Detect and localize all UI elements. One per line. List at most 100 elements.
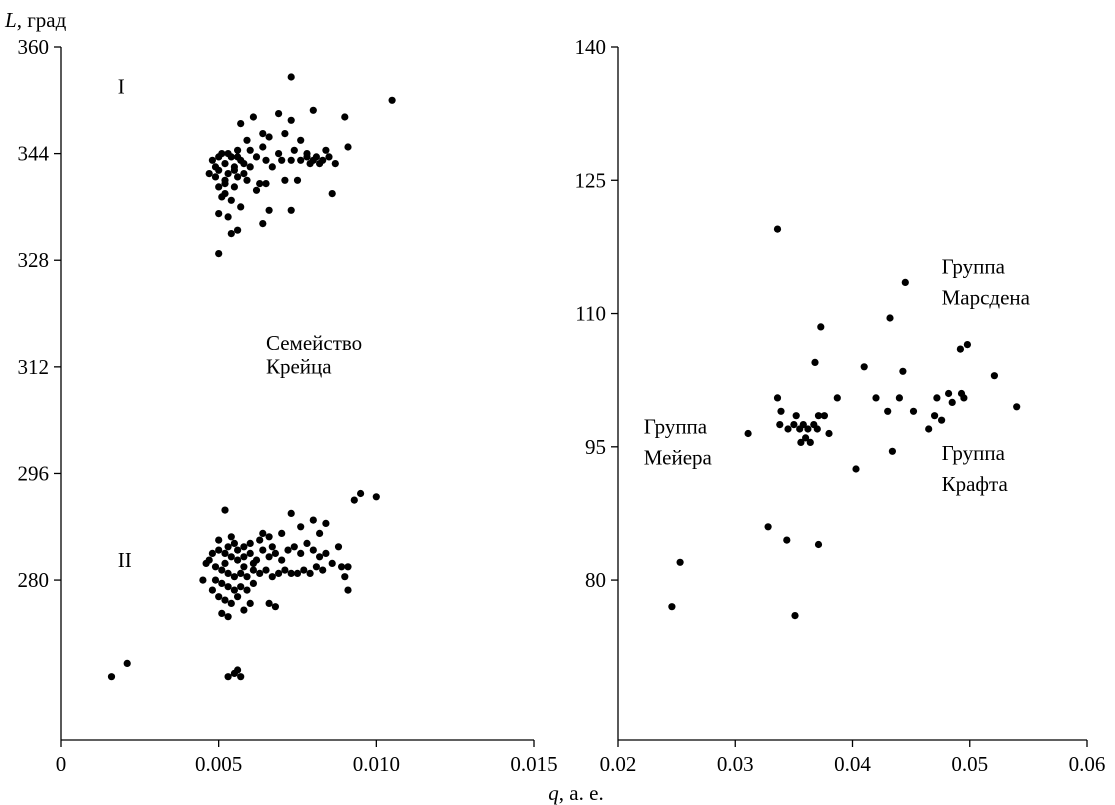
data-point [357,489,365,498]
data-point [813,425,821,433]
data-point [328,190,336,198]
data-point [990,372,999,380]
data-point [275,150,283,158]
annotation-label: Мейера [644,446,713,470]
data-point [234,173,242,181]
data-point [901,278,909,286]
data-point [262,156,270,164]
data-point [287,116,295,124]
data-point [240,170,248,178]
data-point [817,323,825,331]
data-point [237,203,245,211]
annotation-label: Группа [644,414,708,438]
right-y-tick-label: 80 [585,568,606,592]
data-point [297,549,305,558]
left-y-tick-label: 296 [18,461,50,485]
data-point [888,447,897,455]
data-point [234,226,242,234]
annotation-label: Крафта [942,472,1009,496]
data-point [331,160,339,168]
data-point [344,586,352,594]
y-axis-unit: , град [17,8,67,32]
data-point [246,599,254,608]
right-ticks: 0.02 0.03 0.04 0.05 0.06 80 95 110 125 140 [575,35,1106,776]
data-point [287,206,295,214]
data-point [303,153,311,161]
right-y-tick-label: 95 [585,435,606,459]
data-point [886,314,894,322]
data-point [211,163,220,171]
data-point [249,113,257,121]
data-point [234,153,242,161]
data-point [230,573,238,581]
right-y-tick-label: 125 [575,168,607,192]
data-point [205,556,213,564]
data-point [909,407,918,415]
data-point [259,220,267,228]
data-point [372,493,380,501]
data-point [350,496,358,504]
data-point [218,566,226,574]
data-point [246,539,254,548]
data-point [224,569,232,578]
right-panel: 0.02 0.03 0.04 0.05 0.06 80 95 110 125 140 Группа… [575,35,1106,776]
left-y-tick-label: 280 [18,568,50,592]
data-point [234,556,242,564]
data-point [249,566,257,574]
data-point [224,673,232,681]
data-point [208,156,216,164]
data-point [227,599,235,608]
left-x-tick-label: 0.015 [510,752,557,776]
data-point [227,553,235,561]
data-point [281,176,289,184]
data-point [309,516,317,524]
data-point [211,173,220,181]
data-point [338,563,346,571]
data-point [956,345,965,353]
data-point [872,394,880,402]
data-point [107,673,116,681]
data-point [252,186,261,194]
data-point [224,213,232,221]
data-point [259,130,267,138]
data-point [271,549,279,558]
data-point [211,563,220,571]
annotation-label: I [118,75,125,99]
data-point [268,543,276,551]
data-point [925,425,933,433]
data-point [240,563,248,571]
right-x-tick-label: 0.04 [834,752,871,776]
data-point [215,536,223,544]
data-point [265,133,273,141]
data-point [963,341,972,349]
data-point [297,523,305,531]
data-point [312,563,320,571]
data-point [252,153,261,161]
data-point [931,412,939,420]
data-point [227,153,235,161]
data-point [249,579,257,588]
data-point [325,153,333,161]
data-point [833,394,841,402]
data-point [1013,403,1021,411]
data-point [281,566,289,574]
data-point [933,394,941,402]
data-point [275,569,283,578]
data-point [316,529,324,538]
data-point [322,549,330,558]
data-point [309,546,317,554]
annotation-label: II [118,548,132,572]
data-point [215,250,223,258]
data-point [278,529,286,538]
data-point [259,143,267,151]
data-point [230,539,238,548]
data-point [293,569,302,578]
data-point [246,549,254,558]
annotation-label: Группа [942,255,1006,279]
data-point [227,533,235,541]
left-points [107,73,396,681]
data-point [802,434,810,442]
data-point [234,546,242,554]
data-point [287,73,295,81]
